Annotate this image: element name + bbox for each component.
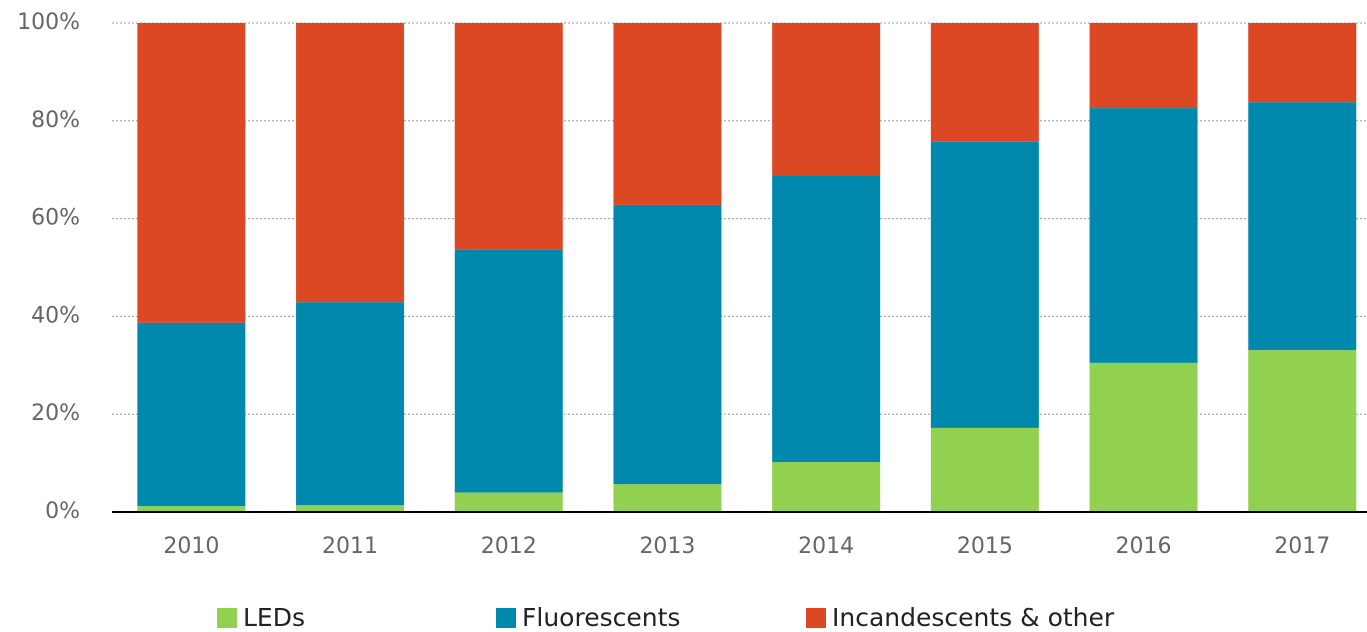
- bar-segment: [930, 427, 1039, 512]
- legend-label: Incandescents & other: [832, 603, 1115, 632]
- x-tick-label: 2015: [957, 534, 1013, 559]
- bar-segment: [1089, 362, 1198, 512]
- bar-segment: [613, 484, 722, 512]
- bar-segment: [1248, 350, 1357, 512]
- bar-segment: [1089, 23, 1198, 109]
- bar-segment: [613, 23, 722, 205]
- bar-segment: [454, 23, 563, 250]
- bar-segment: [1248, 102, 1357, 351]
- x-tick-label: 2017: [1274, 534, 1330, 559]
- legend-swatch: [806, 608, 826, 628]
- bar-segment: [772, 462, 881, 512]
- bar-segment: [772, 23, 881, 176]
- bar-segment: [137, 23, 246, 323]
- x-tick-label: 2011: [322, 534, 378, 559]
- y-tick-label: 60%: [31, 206, 80, 231]
- bar-segment: [613, 204, 722, 485]
- x-tick-label: 2014: [798, 534, 854, 559]
- bar-segment: [772, 175, 881, 463]
- bar-segment: [930, 141, 1039, 428]
- legend-swatch: [217, 608, 237, 628]
- bar-segment: [454, 492, 563, 512]
- bar-segment: [930, 23, 1039, 142]
- y-tick-label: 100%: [17, 10, 80, 35]
- bar-segment: [1089, 108, 1198, 363]
- legend-swatch: [496, 608, 516, 628]
- bar-segment: [454, 249, 563, 493]
- bar-segment: [137, 506, 246, 512]
- y-tick-label: 80%: [31, 108, 80, 133]
- bar-segment: [296, 23, 405, 303]
- x-tick-label: 2013: [639, 534, 695, 559]
- bar-segment: [296, 505, 405, 512]
- y-tick-label: 0%: [45, 499, 80, 524]
- y-tick-label: 20%: [31, 401, 80, 426]
- bar-segment: [296, 302, 405, 506]
- x-tick-label: 2012: [481, 534, 537, 559]
- x-tick-label: 2010: [163, 534, 219, 559]
- y-tick-label: 40%: [31, 303, 80, 328]
- legend-label: LEDs: [243, 603, 305, 632]
- bar-segment: [1248, 23, 1357, 103]
- x-tick-label: 2016: [1116, 534, 1172, 559]
- bar-segment: [137, 322, 246, 507]
- legend-label: Fluorescents: [522, 603, 680, 632]
